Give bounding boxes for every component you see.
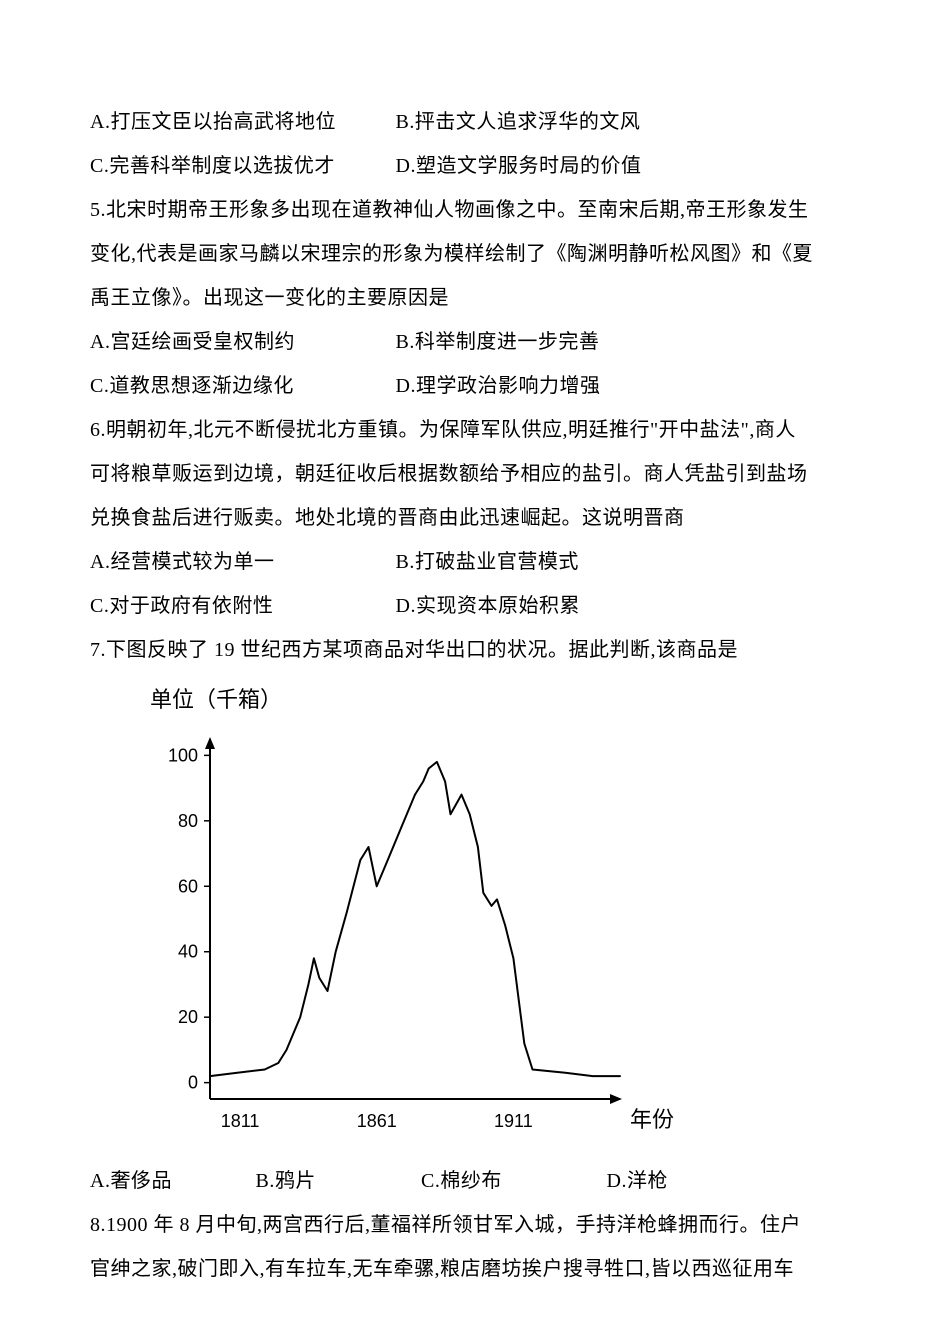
q5-opt-a: A.宫廷绘画受皇权制约 (90, 320, 390, 364)
q5-options-cd: C.道教思想逐渐边缘化 D.理学政治影响力增强 (90, 364, 860, 408)
q4-options-cd: C.完善科举制度以选拔优才 D.塑造文学服务时局的价值 (90, 144, 860, 188)
q6-stem-1: 6.明朝初年,北元不断侵扰北方重镇。为保障军队供应,明廷推行"开中盐法",商人 (90, 408, 860, 452)
q5-opt-d: D.理学政治影响力增强 (396, 364, 601, 408)
q5-opt-c: C.道教思想逐渐边缘化 (90, 364, 390, 408)
svg-text:60: 60 (178, 876, 198, 896)
q4-opt-b: B.抨击文人追求浮华的文风 (396, 100, 641, 144)
chart-container: 单位（千箱） 0 20 40 60 80 100 1811 1861 1911 年份 (120, 682, 860, 1149)
svg-text:1861: 1861 (357, 1111, 397, 1131)
q6-opt-d: D.实现资本原始积累 (396, 584, 580, 628)
q6-opt-a: A.经营模式较为单一 (90, 540, 390, 584)
q8-stem-1: 8.1900 年 8 月中旬,两宫西行后,董福祥所领甘军入城，手持洋枪蜂拥而行。… (90, 1203, 860, 1247)
q7-stem-1: 7.下图反映了 19 世纪西方某项商品对华出口的状况。据此判断,该商品是 (90, 628, 860, 672)
q6-options-cd: C.对于政府有依附性 D.实现资本原始积累 (90, 584, 860, 628)
q6-options-ab: A.经营模式较为单一 B.打破盐业官营模式 (90, 540, 860, 584)
q6-stem-2: 可将粮草贩运到边境，朝廷征收后根据数额给予相应的盐引。商人凭盐引到盐场 (90, 452, 860, 496)
q6-opt-b: B.打破盐业官营模式 (396, 540, 579, 584)
chart-unit-label: 单位（千箱） (150, 682, 860, 714)
svg-text:0: 0 (188, 1073, 198, 1093)
svg-text:80: 80 (178, 811, 198, 831)
q7-options: A.奢侈品 B.鸦片 C.棉纱布 D.洋枪 (90, 1159, 860, 1203)
q5-opt-b: B.科举制度进一步完善 (396, 320, 600, 364)
q8-stem-2: 官绅之家,破门即入,有车拉车,无车牵骡,粮店磨坊挨户搜寻牲口,皆以西巡征用车 (90, 1247, 860, 1291)
svg-text:1811: 1811 (221, 1111, 260, 1131)
q6-stem-3: 兑换食盐后进行贩卖。地处北境的晋商由此迅速崛起。这说明晋商 (90, 496, 860, 540)
q5-stem-2: 变化,代表是画家马麟以宋理宗的形象为模样绘制了《陶渊明静听松风图》和《夏 (90, 232, 860, 276)
svg-text:40: 40 (178, 942, 198, 962)
svg-text:年份: 年份 (630, 1107, 674, 1132)
q7-opt-b: B.鸦片 (256, 1159, 416, 1203)
q5-options-ab: A.宫廷绘画受皇权制约 B.科举制度进一步完善 (90, 320, 860, 364)
q4-opt-d: D.塑造文学服务时局的价值 (396, 144, 642, 188)
q4-opt-c: C.完善科举制度以选拔优才 (90, 144, 390, 188)
q7-opt-c: C.棉纱布 (421, 1159, 601, 1203)
svg-text:1911: 1911 (494, 1111, 533, 1131)
svg-text:100: 100 (168, 745, 198, 765)
q7-opt-d: D.洋枪 (607, 1159, 668, 1203)
q4-options-ab: A.打压文臣以抬高武将地位 B.抨击文人追求浮华的文风 (90, 100, 860, 144)
q5-stem-1: 5.北宋时期帝王形象多出现在道教神仙人物画像之中。至南宋后期,帝王形象发生 (90, 188, 860, 232)
q7-opt-a: A.奢侈品 (90, 1159, 250, 1203)
line-chart: 0 20 40 60 80 100 1811 1861 1911 年份 (120, 719, 680, 1149)
q5-stem-3: 禹王立像》。出现这一变化的主要原因是 (90, 276, 860, 320)
svg-text:20: 20 (178, 1007, 198, 1027)
q4-opt-a: A.打压文臣以抬高武将地位 (90, 100, 390, 144)
q6-opt-c: C.对于政府有依附性 (90, 584, 390, 628)
